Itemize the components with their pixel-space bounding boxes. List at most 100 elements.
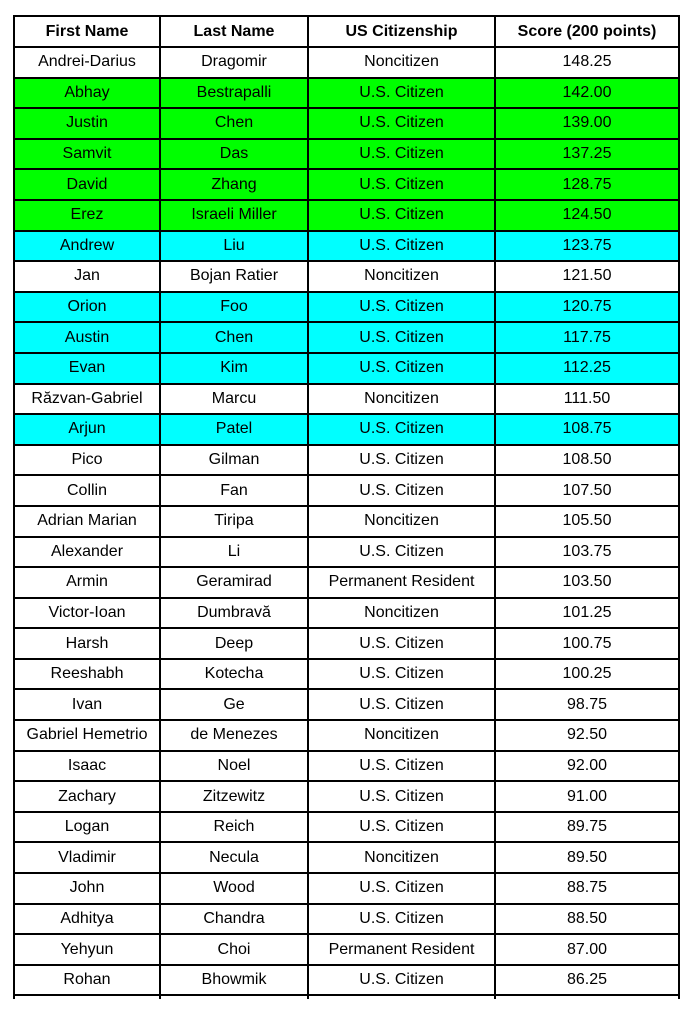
table-row: Orion Foo U.S. Citizen 120.75	[13, 290, 680, 324]
table-row: Victor-Ioan Dumbravă Noncitizen 101.25	[13, 596, 680, 630]
first-name-cell: Zachary	[13, 780, 161, 813]
last-name-cell: Dragomir	[159, 46, 309, 79]
score-cell: 112.25	[494, 351, 680, 385]
first-name-cell: Erez	[13, 198, 161, 232]
table-row: Arjun Patel U.S. Citizen 108.75	[13, 413, 680, 446]
last-name-cell: Liu	[159, 229, 309, 263]
score-cell: 98.75	[494, 688, 680, 722]
citizenship-cell: U.S. Citizen	[307, 198, 496, 232]
citizenship-cell: U.S. Citizen	[307, 657, 496, 691]
last-name-cell: Zitzewitz	[159, 780, 309, 813]
column-header-last-name: Last Name	[159, 15, 309, 48]
score-cell: 139.00	[494, 107, 680, 140]
table-row: Erez Israeli Miller U.S. Citizen 124.50	[13, 198, 680, 232]
citizenship-cell: Noncitizen	[307, 719, 496, 752]
partial-clipped-row	[13, 995, 680, 1000]
last-name-cell: Reich	[159, 810, 309, 844]
score-cell: 87.00	[494, 933, 680, 966]
citizenship-cell: U.S. Citizen	[307, 76, 496, 110]
scores-table: First Name Last Name US Citizenship Scor…	[13, 15, 680, 1000]
last-name-cell: Foo	[159, 290, 309, 324]
table-row: Gabriel Hemetrio de Menezes Noncitizen 9…	[13, 719, 680, 752]
citizenship-cell: Noncitizen	[307, 596, 496, 630]
first-name-cell: Gabriel Hemetrio	[13, 719, 161, 752]
last-name-cell: Bestrapalli	[159, 76, 309, 110]
table-row: Ivan Ge U.S. Citizen 98.75	[13, 688, 680, 722]
table-row: Harsh Deep U.S. Citizen 100.75	[13, 627, 680, 660]
scores-table-container: First Name Last Name US Citizenship Scor…	[13, 15, 680, 1000]
citizenship-cell: Noncitizen	[307, 382, 496, 416]
citizenship-cell: U.S. Citizen	[307, 872, 496, 905]
first-name-cell: Rohan	[13, 963, 161, 997]
citizenship-cell: U.S. Citizen	[307, 321, 496, 354]
table-row: Abhay Bestrapalli U.S. Citizen 142.00	[13, 76, 680, 110]
first-name-cell: Andrew	[13, 229, 161, 263]
first-name-cell: Pico	[13, 443, 161, 477]
citizenship-cell: U.S. Citizen	[307, 290, 496, 324]
header-row: First Name Last Name US Citizenship Scor…	[13, 15, 680, 48]
first-name-cell: Victor-Ioan	[13, 596, 161, 630]
table-partial-body	[13, 995, 680, 1000]
citizenship-cell: U.S. Citizen	[307, 474, 496, 507]
citizenship-cell: Noncitizen	[307, 46, 496, 79]
first-name-cell: Logan	[13, 810, 161, 844]
score-cell: 121.50	[494, 260, 680, 293]
score-cell: 88.50	[494, 902, 680, 936]
table-row: Collin Fan U.S. Citizen 107.50	[13, 474, 680, 507]
first-name-cell: John	[13, 872, 161, 905]
score-cell: 128.75	[494, 168, 680, 201]
table-row: Andrei-Darius Dragomir Noncitizen 148.25	[13, 46, 680, 79]
last-name-cell: Israeli Miller	[159, 198, 309, 232]
score-cell: 108.75	[494, 413, 680, 446]
table-header: First Name Last Name US Citizenship Scor…	[13, 15, 680, 48]
table-row: Adhitya Chandra U.S. Citizen 88.50	[13, 902, 680, 936]
table-row: Logan Reich U.S. Citizen 89.75	[13, 810, 680, 844]
citizenship-cell: U.S. Citizen	[307, 137, 496, 171]
citizenship-cell: U.S. Citizen	[307, 535, 496, 569]
first-name-cell: Jan	[13, 260, 161, 293]
score-cell: 107.50	[494, 474, 680, 507]
table-row: Samvit Das U.S. Citizen 137.25	[13, 137, 680, 171]
last-name-cell: de Menezes	[159, 719, 309, 752]
citizenship-cell: U.S. Citizen	[307, 627, 496, 660]
last-name-cell: Ge	[159, 688, 309, 722]
table-row: Adrian Marian Tiripa Noncitizen 105.50	[13, 504, 680, 538]
first-name-cell: Arjun	[13, 413, 161, 446]
column-header-citizenship: US Citizenship	[307, 15, 496, 48]
last-name-cell: Noel	[159, 749, 309, 783]
score-cell: 89.75	[494, 810, 680, 844]
score-cell: 89.50	[494, 841, 680, 875]
citizenship-cell: U.S. Citizen	[307, 780, 496, 813]
citizenship-cell: Noncitizen	[307, 841, 496, 875]
last-name-cell: Wood	[159, 872, 309, 905]
last-name-cell: Bhowmik	[159, 963, 309, 997]
table-row: John Wood U.S. Citizen 88.75	[13, 872, 680, 905]
table-row: Yehyun Choi Permanent Resident 87.00	[13, 933, 680, 966]
citizenship-cell: U.S. Citizen	[307, 229, 496, 263]
citizenship-cell: Permanent Resident	[307, 566, 496, 599]
last-name-cell: Bojan Ratier	[159, 260, 309, 293]
citizenship-cell: U.S. Citizen	[307, 107, 496, 140]
first-name-cell: Armin	[13, 566, 161, 599]
score-cell: 100.25	[494, 657, 680, 691]
citizenship-cell: U.S. Citizen	[307, 902, 496, 936]
score-cell: 123.75	[494, 229, 680, 263]
last-name-cell: Fan	[159, 474, 309, 507]
first-name-cell: Harsh	[13, 627, 161, 660]
first-name-cell: Reeshabh	[13, 657, 161, 691]
citizenship-cell: Noncitizen	[307, 504, 496, 538]
score-cell: 88.75	[494, 872, 680, 905]
table-body: Andrei-Darius Dragomir Noncitizen 148.25…	[13, 46, 680, 997]
last-name-cell: Choi	[159, 933, 309, 966]
citizenship-cell: U.S. Citizen	[307, 168, 496, 201]
citizenship-cell: U.S. Citizen	[307, 688, 496, 722]
first-name-cell: Austin	[13, 321, 161, 354]
citizenship-cell: Permanent Resident	[307, 933, 496, 966]
last-name-cell: Kim	[159, 351, 309, 385]
last-name-cell: Patel	[159, 413, 309, 446]
first-name-cell: Adhitya	[13, 902, 161, 936]
last-name-cell: Kotecha	[159, 657, 309, 691]
last-name-cell: Li	[159, 535, 309, 569]
score-cell: 101.25	[494, 596, 680, 630]
first-name-cell: David	[13, 168, 161, 201]
